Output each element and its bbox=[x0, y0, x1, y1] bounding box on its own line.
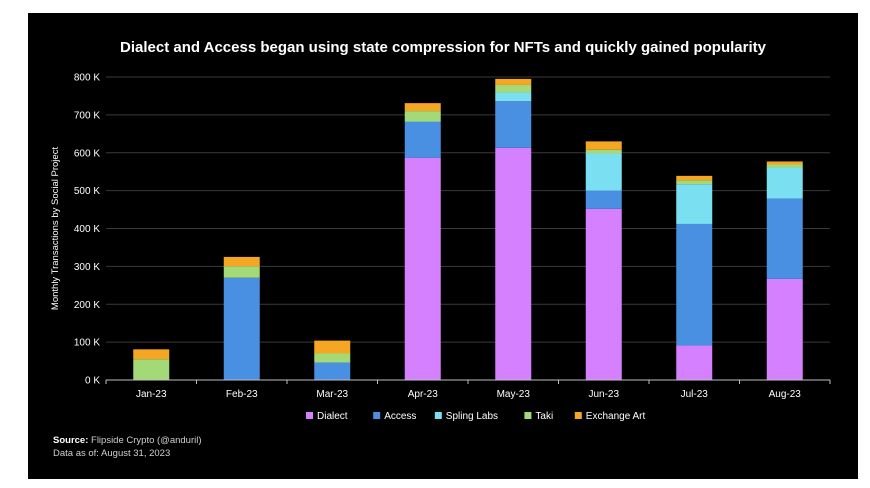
bars bbox=[133, 78, 803, 380]
bar-segment bbox=[766, 161, 803, 165]
y-tick-label: 800 K bbox=[74, 73, 100, 84]
y-tick-label: 100 K bbox=[74, 338, 100, 349]
bar-segment bbox=[495, 101, 532, 148]
bar-segment bbox=[314, 340, 351, 354]
legend-swatch bbox=[524, 412, 532, 419]
bar-segment bbox=[585, 141, 622, 150]
y-tick-label: 500 K bbox=[74, 186, 100, 197]
x-tick-label: Jan-23 bbox=[136, 389, 167, 400]
bar-segment bbox=[223, 277, 260, 380]
y-tick-label: 600 K bbox=[74, 148, 100, 159]
bar-segment bbox=[766, 198, 803, 279]
bar-segment bbox=[585, 190, 622, 209]
bar-segment bbox=[314, 353, 351, 363]
source-text: Flipside Crypto (@anduril) bbox=[91, 435, 202, 446]
y-tick-label: 700 K bbox=[74, 110, 100, 121]
source-label: Source: bbox=[53, 435, 89, 446]
bar-segment bbox=[676, 184, 713, 224]
x-tick-label: Jul-23 bbox=[681, 389, 709, 400]
legend-label: Access bbox=[384, 411, 416, 422]
gridlines bbox=[106, 76, 830, 343]
bar-segment bbox=[495, 84, 532, 93]
y-tick-label: 300 K bbox=[74, 262, 100, 273]
bar-segment bbox=[314, 362, 351, 380]
bar-segment bbox=[766, 164, 803, 168]
bar-segment bbox=[676, 175, 713, 181]
x-tick-label: Apr-23 bbox=[408, 389, 438, 400]
chart-svg: 0 K 100 K 200 K 300 K 400 K 500 K 600 K 700 K 80… bbox=[50, 73, 831, 422]
legend-swatch bbox=[434, 412, 442, 419]
bar-segment bbox=[404, 111, 441, 122]
bar-segment bbox=[404, 121, 441, 123]
chart-title: Dialect and Access began using state com… bbox=[120, 39, 766, 56]
bar-segment bbox=[495, 147, 532, 380]
x-tick-label: Jun-23 bbox=[588, 389, 619, 400]
bar-segment bbox=[585, 208, 622, 380]
bar-segment bbox=[404, 122, 441, 158]
legend-label: Exchange Art bbox=[586, 411, 646, 422]
legend-label: Taki bbox=[535, 411, 553, 422]
legend-label: Spling Labs bbox=[446, 411, 498, 422]
y-tick-label: 200 K bbox=[74, 300, 100, 311]
bar-segment bbox=[404, 157, 441, 380]
x-tick-label: Aug-23 bbox=[769, 389, 802, 400]
y-axis-label: Monthly Transactions by Social Project bbox=[50, 147, 61, 311]
bar-segment bbox=[676, 345, 713, 380]
bar-segment bbox=[223, 266, 260, 278]
legend-swatch bbox=[373, 412, 381, 419]
bar-segment bbox=[404, 103, 441, 112]
axes: 0 K 100 K 200 K 300 K 400 K 500 K 600 K 700 K 80… bbox=[50, 73, 831, 400]
bar-segment bbox=[766, 278, 803, 380]
bar-segment bbox=[585, 153, 622, 191]
x-tick-label: May-23 bbox=[497, 389, 531, 400]
source-note: Source: Flipside Crypto (@anduril) Data … bbox=[53, 434, 202, 460]
bar-segment bbox=[676, 180, 713, 185]
chart-panel: Dialect and Access began using state com… bbox=[28, 13, 858, 479]
bar-segment bbox=[133, 349, 170, 360]
legend: Dialect Access Spling Labs Taki Exchange Art bbox=[306, 411, 646, 422]
x-tick-label: Mar-23 bbox=[316, 389, 348, 400]
x-tick-label: Feb-23 bbox=[226, 389, 258, 400]
bar-segment bbox=[495, 92, 532, 102]
y-tick-label: 400 K bbox=[74, 224, 100, 235]
bar-segment bbox=[676, 223, 713, 346]
bar-segment bbox=[133, 359, 170, 380]
bar-segment bbox=[766, 167, 803, 199]
data-as-of: Data as of: August 31, 2023 bbox=[53, 448, 171, 459]
bar-segment bbox=[585, 149, 622, 154]
legend-swatch bbox=[574, 412, 582, 419]
y-tick-label: 0 K bbox=[85, 376, 100, 387]
bar-segment bbox=[223, 256, 260, 267]
bar-segment bbox=[495, 78, 532, 85]
legend-label: Dialect bbox=[317, 411, 348, 422]
legend-swatch bbox=[306, 412, 313, 419]
